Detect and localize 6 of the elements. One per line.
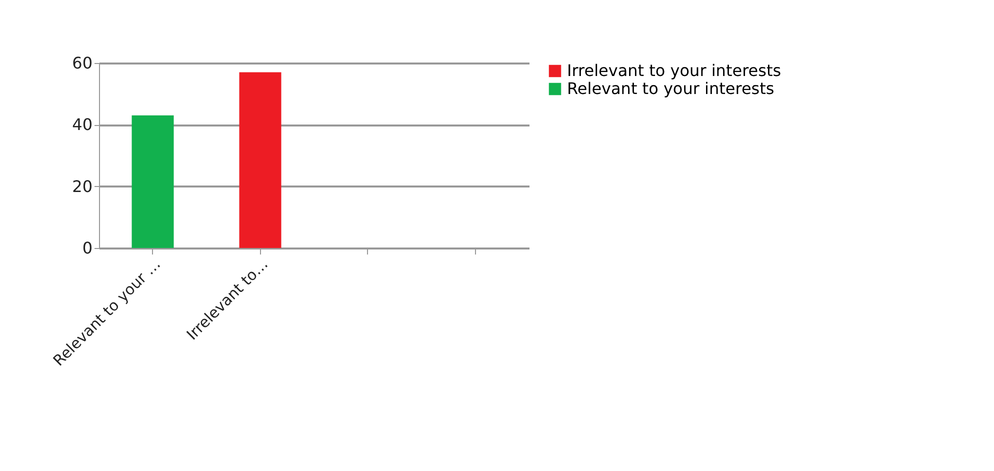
y-tick-label: 0	[82, 238, 92, 258]
y-tick-label: 40	[72, 115, 92, 134]
y-tick-label: 60	[72, 54, 92, 72]
legend-label: Irrelevant to your interests	[567, 61, 782, 80]
legend-label: Relevant to your interests	[567, 79, 774, 98]
y-tick-label: 20	[72, 176, 92, 196]
